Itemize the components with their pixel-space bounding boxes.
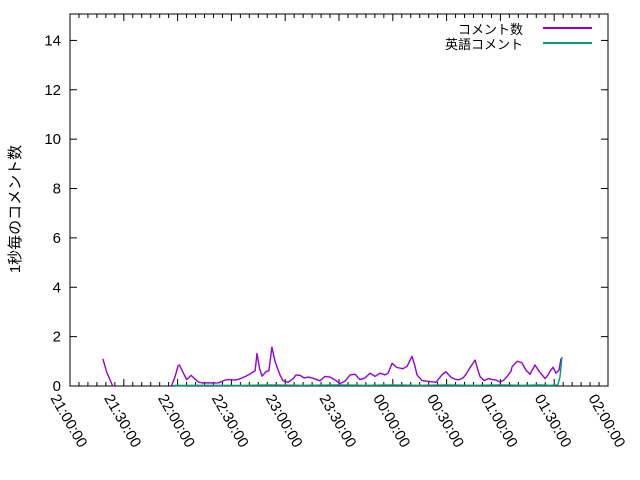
x-tick-label: 01:30:00 [531,392,575,451]
y-tick-label: 4 [53,279,61,296]
y-tick-label: 6 [53,230,61,247]
x-tick-label: 21:00:00 [47,392,91,451]
axis-ticks [69,14,609,387]
x-tick-label: 00:00:00 [369,392,413,451]
series-line [102,358,114,387]
x-tick-label: 22:00:00 [154,392,198,451]
y-tick-label: 0 [53,378,61,395]
series-1-lines [173,356,563,387]
x-tick-label: 22:30:00 [208,392,252,451]
legend-line-swatch-english-comments [543,42,592,44]
x-tick-label: 23:00:00 [262,392,306,451]
y-tick-label: 2 [53,329,61,346]
x-tick-label: 00:30:00 [423,392,467,451]
legend-item-english-comments: 英語コメント [444,36,592,52]
x-tick-label: 23:30:00 [316,392,360,451]
series-line [173,356,563,387]
x-tick-label: 02:00:00 [585,392,629,451]
legend-label-english-comments: 英語コメント [444,36,523,52]
y-tick-label: 14 [44,32,61,49]
legend-label-comments: コメント数 [457,21,523,37]
x-tick-label: 21:30:00 [100,392,144,451]
series-0-lines [102,346,562,387]
y-tick-label: 12 [44,82,61,99]
plot-border [69,13,609,387]
legend: コメント数 英語コメント [444,21,592,52]
x-tick-label: 01:00:00 [477,392,521,451]
y-tick-label: 8 [53,181,61,198]
legend-line-swatch-comments [543,27,592,29]
y-axis-title: 1秒毎のコメント数 [7,145,24,273]
series-line [170,346,562,386]
y-tick-label: 10 [44,131,61,148]
legend-item-comments: コメント数 [445,21,592,37]
